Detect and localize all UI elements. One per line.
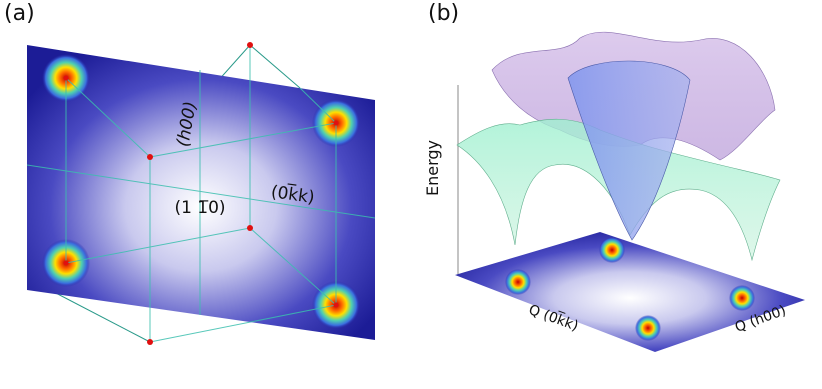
axis-label: Energy [423, 140, 442, 196]
panel-label: (b) [428, 1, 459, 26]
base-plane [455, 232, 805, 352]
cone [567, 60, 691, 241]
diffraction-plane [27, 45, 375, 340]
panel-label: (a) [4, 1, 35, 26]
lattice-points [63, 42, 339, 345]
cube-lines [26, 45, 376, 343]
base-spots [505, 237, 755, 341]
annotation: (1 1̅0) [174, 198, 225, 218]
